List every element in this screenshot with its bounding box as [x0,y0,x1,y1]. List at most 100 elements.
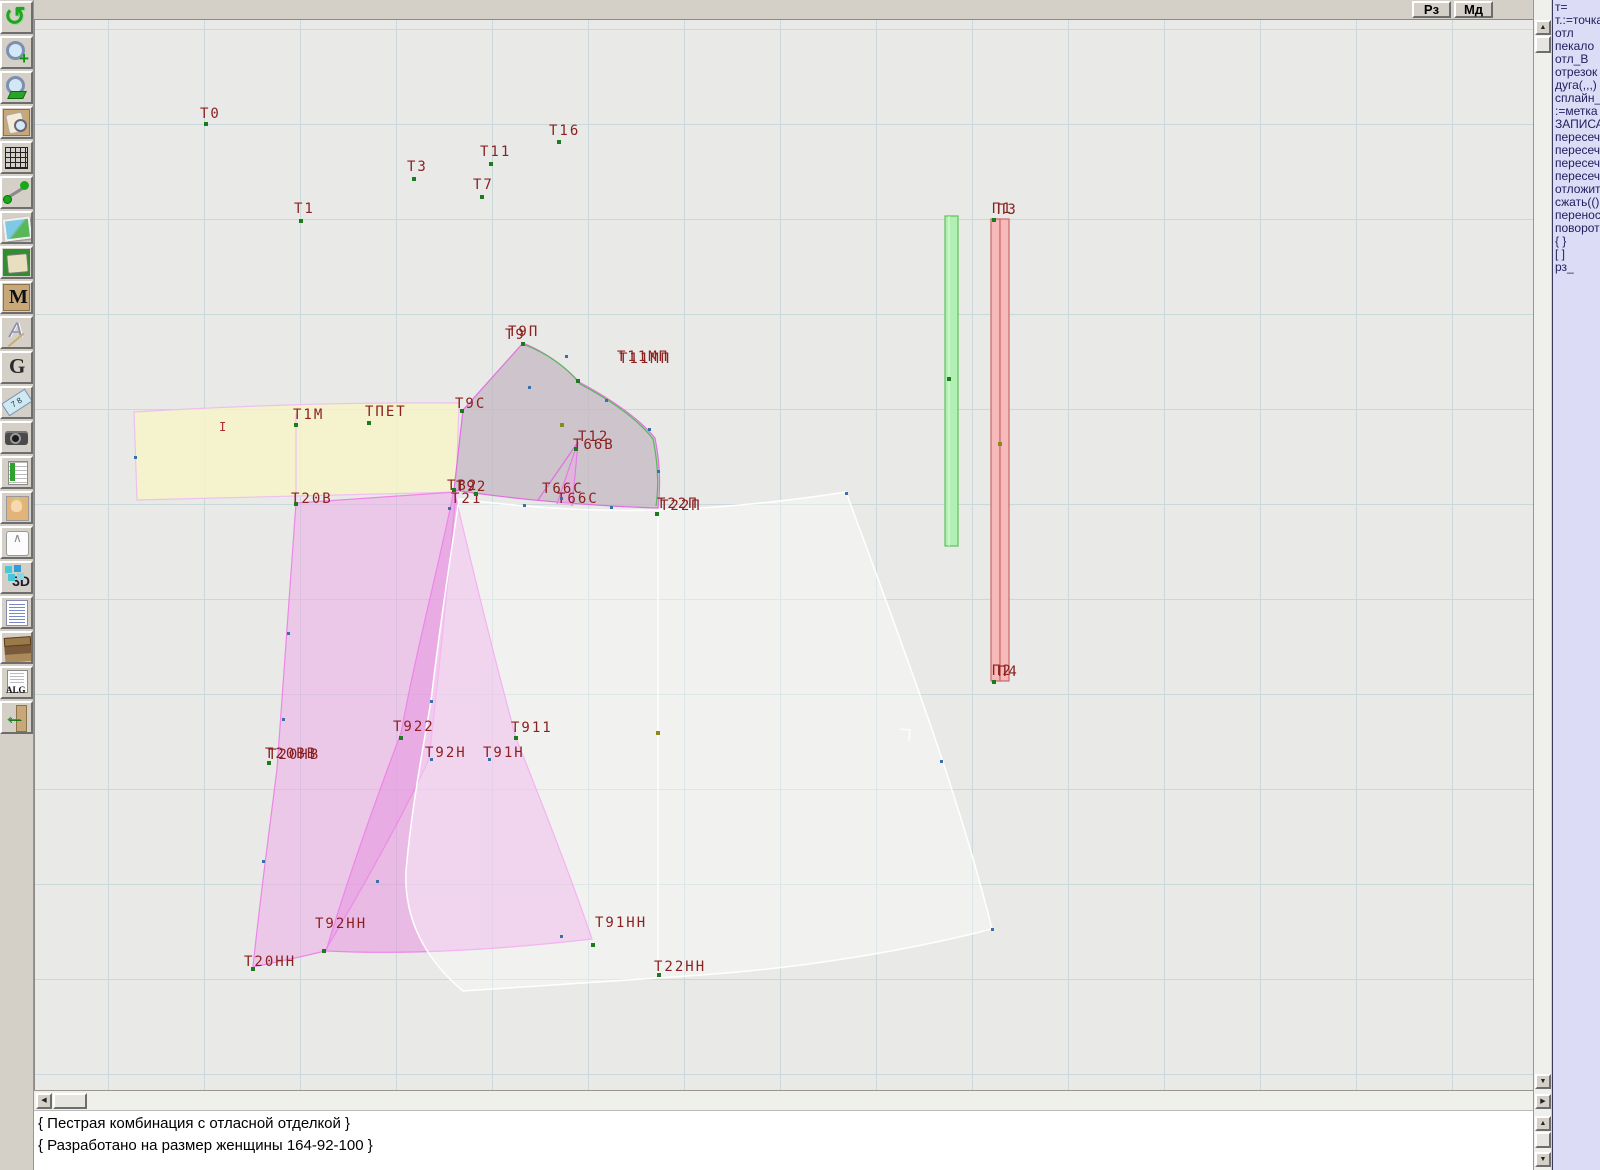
point-marker [281,717,285,721]
toolbar-undo-button[interactable] [0,1,33,34]
command-line: отл [1555,26,1574,40]
right-scrollbar[interactable]: ▲ ▼ ▶ ▲ ▼ [1533,0,1551,1170]
point-marker [447,506,451,510]
point-label: Т0 [200,106,221,122]
toolbar-list-button[interactable] [0,596,33,629]
command-line: ЗАПИСА [1555,117,1600,131]
text-scroll-right-button[interactable]: ▶ [1535,1094,1551,1109]
dart-fill [557,442,578,506]
point-label: Т22НН [654,959,707,975]
point-marker [460,409,464,413]
toolbar-zoom-in-button[interactable] [0,36,33,69]
pattern-piece-icon [3,249,30,276]
point-marker [487,757,491,761]
hscroll-thumb[interactable] [53,1093,87,1109]
skirt-notch [899,728,911,742]
command-line: отрезок [1555,65,1598,79]
toolbar-camera-button[interactable] [0,421,33,454]
point-label: Т20ВВ [265,746,318,762]
toolbar-drafting-button[interactable] [0,316,33,349]
point-label: Т11МП [619,351,672,367]
point-label: Т92НН [315,916,368,932]
point-label: Т1 [294,201,315,217]
point-marker [992,218,996,222]
command-line: пересеч [1555,156,1600,170]
drawing-canvas[interactable]: Т0 Т16 Т11 Т3 Т7 Т1 Т9 Т9П Т11МП Т11МП Т9С Т1М ТПЕТ Т… [34,19,1533,1090]
point-label: Т911 [511,720,553,736]
toolbar-ruler-button[interactable] [0,386,33,419]
md-mode-button[interactable]: Мд [1454,1,1493,18]
point-marker [844,491,848,495]
point-marker [939,759,943,763]
point-marker [133,455,137,459]
scroll-down-button[interactable]: ▼ [1535,1074,1551,1089]
grid-icon [3,144,30,171]
toolbar-portrait-button[interactable] [0,491,33,524]
text-scroll-thumb[interactable] [1535,1132,1551,1148]
point-label: Т20В [291,491,333,507]
point-label: Т20НВ [268,747,321,763]
toolbar-image-button[interactable] [0,211,33,244]
toolbar-line-button[interactable] [0,176,33,209]
point-label: Т92Н [425,745,467,761]
toolbar-zoom-prev-button[interactable] [0,71,33,104]
command-line: перенос [1555,208,1600,222]
point-marker [399,736,403,740]
point-marker [560,423,564,427]
toolbar-piece-button[interactable] [0,246,33,279]
alg-document-icon [3,669,30,696]
camera-icon [3,424,30,451]
toolbar-zoom-piece-button[interactable] [0,106,33,139]
point-label: Т92 [456,479,488,495]
toolbar-grid-button[interactable] [0,141,33,174]
point-label: П3 [997,202,1018,218]
toolbar-alg-button[interactable] [0,666,33,699]
point-label: Т20НН [244,954,297,970]
status-line-2: { Разработано на размер женщины 164-92-1… [38,1137,373,1154]
ruler-icon [3,389,30,416]
point-label: Т91Н [483,745,525,761]
text-scroll-down-button[interactable]: ▼ [1535,1152,1551,1167]
point-label: П2 [992,663,1013,679]
scroll-thumb[interactable] [1535,36,1551,53]
point-marker [576,379,580,383]
point-label: Т1М [293,407,325,423]
red-strip-piece-right[interactable] [999,218,1010,682]
command-line: [ ] [1555,247,1566,261]
toolbar-table-button[interactable] [0,456,33,489]
command-panel[interactable]: т= т.:=точка отл пекало отл_В отрезок дуга(,,,… [1552,0,1600,1170]
scroll-up-button[interactable]: ▲ [1535,20,1551,35]
toolbar-g-button[interactable] [0,351,33,384]
text-scroll-up-button[interactable]: ▲ [1535,1116,1551,1131]
toolbar-books-button[interactable] [0,631,33,664]
command-line: дуга(,,,) [1555,78,1597,92]
toolbar-3d-button[interactable] [0,561,33,594]
books-icon [3,634,30,661]
point-marker [998,442,1002,446]
point-label: Т7 [473,177,494,193]
command-line: сжать(() [1555,195,1600,209]
command-line: т.:=точка [1555,13,1600,27]
green-strip-piece[interactable] [944,215,959,547]
drafting-compass-icon [3,319,30,346]
garment-icon [3,529,30,556]
pink-gore-piece[interactable] [325,489,593,953]
point-marker [267,761,271,765]
spreadsheet-icon [3,459,30,486]
point-marker [489,162,493,166]
rz-mode-button[interactable]: Рз [1412,1,1451,18]
scroll-left-button[interactable]: ◀ [36,1093,52,1109]
point-marker [412,177,416,181]
point-label: Т22П [657,496,699,512]
toolbar-m-button[interactable] [0,281,33,314]
bottom-scrollbar[interactable]: ◀ [34,1090,1533,1110]
toolbar-exit-button[interactable] [0,701,33,734]
command-line: отложит [1555,182,1600,196]
white-skirt-piece[interactable] [405,491,993,992]
toolbar-garment-button[interactable] [0,526,33,559]
top-strip: Рз Мд [34,0,1533,19]
point-marker [286,631,290,635]
command-line: пекало [1555,39,1595,53]
point-label: Т3 [407,159,428,175]
point-label: Т9 [505,327,526,343]
